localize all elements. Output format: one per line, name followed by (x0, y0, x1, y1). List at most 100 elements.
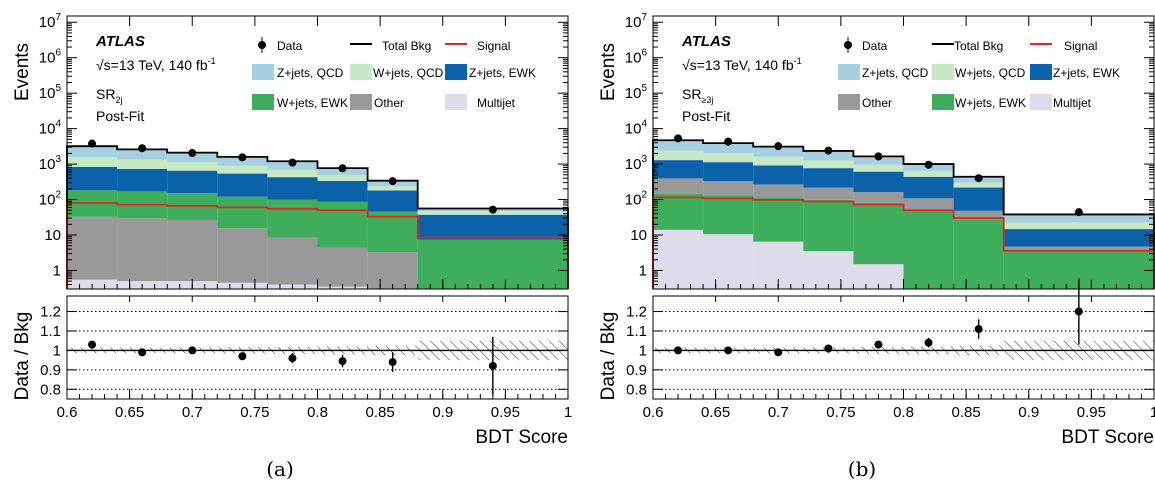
stack-bar-w-jets-qcd-3 (217, 165, 268, 174)
legend-other-swatch (838, 94, 860, 110)
stack-bar-w-jets-qcd-7 (1003, 222, 1154, 230)
ratio-point-2 (188, 346, 197, 355)
stack-bar-w-jets-ewk-1 (703, 195, 754, 235)
stack-bar-z-jets-ewk-7 (1003, 229, 1154, 247)
stack-bar-w-jets-qcd-0 (67, 157, 118, 167)
legend-multijet-swatch (445, 94, 467, 110)
data-point-1 (724, 137, 733, 146)
stack-bar-w-jets-ewk-4 (267, 199, 318, 238)
legend-other-swatch (350, 94, 372, 110)
ratio-y-tick-label: 1 (53, 342, 61, 359)
legend-zewk-label: Z+jets, EWK (469, 66, 536, 80)
fit-label: Post-Fit (96, 108, 144, 124)
y-tick-label-0: 1 (639, 262, 647, 279)
legend-zqcd-label: Z+jets, QCD (862, 66, 929, 80)
stack-bar-z-jets-qcd-4 (853, 156, 904, 165)
stack-bar-z-jets-qcd-3 (803, 150, 854, 161)
x-tick-label: 0.75 (240, 404, 269, 421)
legend-data-label: Data (277, 39, 303, 53)
plot-annotations: ATLAS √s=13 TeV, 140 fb-1 SR2j Post-Fit … (12, 33, 568, 481)
stack-bar-z-jets-ewk-6 (367, 190, 418, 212)
plot-annotations: ATLAS √s=13 TeV, 140 fb-1 SR≥3j Post-Fit… (598, 33, 1154, 481)
energy-label: √s=13 TeV, 140 fb-1 (96, 56, 216, 73)
legend-wewk-swatch (252, 94, 274, 110)
region-label: SR2j (96, 86, 122, 105)
legend-data-label: Data (862, 39, 888, 53)
stack-bar-other-1 (117, 218, 168, 282)
ratio-y-tick-label: 0.8 (626, 381, 647, 398)
y-tick-label-4: 104 (39, 119, 62, 138)
x-tick-label: 0.6 (57, 404, 78, 421)
stack-bar-other-2 (167, 219, 218, 282)
legend-zqcd-swatch (838, 64, 860, 80)
y-tick-label-7: 107 (39, 12, 62, 31)
stack-bar-w-jets-qcd-2 (753, 156, 804, 166)
stack-bar-w-jets-ewk-5 (317, 201, 368, 248)
ratio-y-tick-label: 0.8 (40, 381, 61, 398)
stack-bar-w-jets-ewk-5 (903, 210, 954, 289)
data-point-2 (188, 149, 197, 158)
stack-bar-w-jets-ewk-6 (367, 211, 418, 253)
total-bkg-line (66, 145, 569, 289)
stack-bar-w-jets-qcd-5 (903, 170, 954, 177)
legend-total-label: Total Bkg (954, 39, 1003, 53)
stack-bar-other-0 (67, 216, 118, 280)
stack-bar-w-jets-qcd-1 (117, 159, 168, 169)
stack-bar-z-jets-ewk-6 (953, 187, 1004, 211)
x-tick-label: 0.75 (826, 404, 855, 421)
stack-bar-z-jets-ewk-1 (703, 162, 754, 182)
stack-bar-w-jets-qcd-1 (703, 153, 754, 163)
legend-total-label: Total Bkg (382, 39, 431, 53)
ratio-point-4 (288, 354, 297, 363)
x-tick-label: 0.7 (768, 404, 789, 421)
x-tick-label: 0.8 (307, 404, 328, 421)
stack-bar-other-0 (653, 178, 704, 194)
data-point-0 (674, 134, 683, 143)
y-tick-label-5: 105 (625, 83, 648, 102)
stack-bar-z-jets-ewk-2 (167, 170, 218, 194)
x-tick-label: 0.95 (1077, 404, 1106, 421)
data-point-7 (1074, 208, 1083, 217)
stack-bar-z-jets-ewk-3 (803, 168, 854, 188)
legend-wqcd-swatch (932, 64, 954, 80)
y-tick-label-2: 102 (39, 190, 62, 209)
legend-zqcd-swatch (252, 64, 274, 80)
legend-other-label: Other (862, 96, 892, 110)
stack-bar-w-jets-qcd-5 (317, 175, 368, 181)
stack-bar-z-jets-qcd-2 (753, 146, 804, 157)
energy-label: √s=13 TeV, 140 fb-1 (682, 56, 802, 73)
legend-multijet-label: Multijet (1053, 96, 1092, 110)
legend-wqcd-label: W+jets, QCD (955, 66, 1026, 80)
data-point-5 (338, 164, 347, 173)
x-tick-label: 0.65 (701, 404, 730, 421)
stack-bar-other-5 (317, 247, 368, 287)
stack-bar-w-jets-ewk-7 (417, 239, 568, 289)
stack-bar-other-6 (953, 210, 1004, 220)
signal-line (652, 196, 1155, 289)
atlas-label: ATLAS (681, 33, 731, 50)
data-point-4 (874, 152, 883, 161)
stack-bar-w-jets-qcd-2 (167, 162, 218, 171)
data-point-6 (974, 174, 983, 183)
ratio-plot: 1.2 1.1 1 0.9 0.8 0.6 0.65 0.7 0.75 0.8 0.85 0.9 0.9… (626, 278, 1155, 421)
stack-bar-z-jets-qcd-2 (167, 152, 218, 163)
ratio-point-3 (238, 352, 247, 361)
ratio-point-6 (388, 358, 397, 367)
y-tick-label-6: 106 (39, 48, 62, 67)
data-point-3 (824, 146, 833, 155)
atlas-label: ATLAS (95, 33, 145, 50)
ratio-point-4 (874, 340, 883, 349)
x-tick-label: 0.65 (115, 404, 144, 421)
y-axis-title-top: Events (598, 43, 619, 101)
legend-zewk-swatch (445, 64, 467, 80)
stack-bar-w-jets-qcd-0 (653, 150, 704, 161)
y-tick-label-4: 104 (625, 119, 648, 138)
y-tick-label-2: 102 (625, 190, 648, 209)
stack-bar-z-jets-ewk-7 (417, 214, 568, 240)
legend-multijet-swatch (1030, 94, 1052, 110)
ratio-plot: 1.2 1.1 1 0.9 0.8 0.6 0.65 0.7 0.75 0.8 0.85 0.9 0.9… (40, 295, 572, 421)
caption: (b) (848, 457, 876, 481)
